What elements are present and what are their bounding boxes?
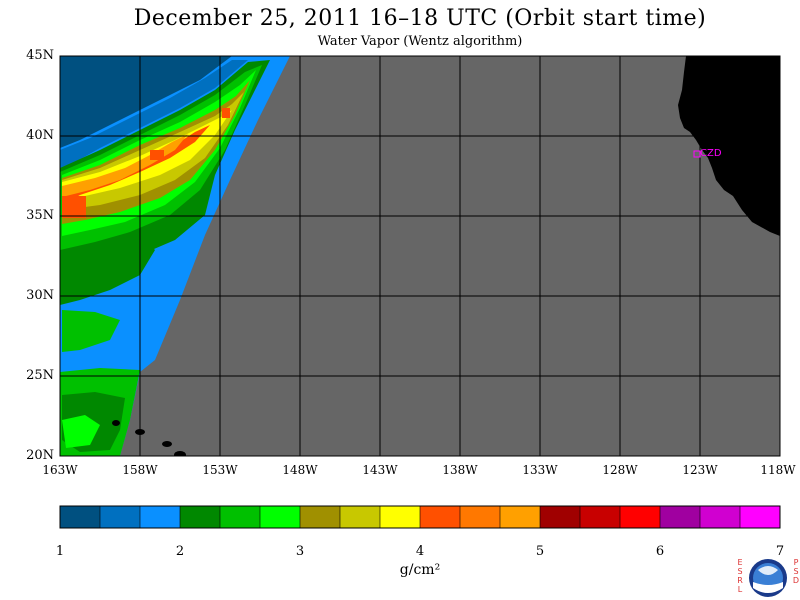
colorbar-swatch <box>580 506 621 528</box>
logo-letter: R <box>737 576 743 585</box>
logo-letter: L <box>737 585 743 594</box>
lon-label: 153W <box>202 463 238 477</box>
colorbar-swatch <box>460 506 501 528</box>
lon-label: 143W <box>362 463 398 477</box>
logo-letter: D <box>792 576 800 585</box>
colorbar <box>59 505 781 529</box>
lon-label: 133W <box>522 463 558 477</box>
swath-south-green-5 <box>62 415 100 448</box>
colorbar-swatch <box>500 506 541 528</box>
colorbar-tick-label: 7 <box>775 544 785 559</box>
map-frame <box>59 55 781 457</box>
colorbar-tick-label: 2 <box>175 544 185 559</box>
colorbar-swatch <box>260 506 301 528</box>
colorbar-swatch <box>740 506 781 528</box>
lon-label: 163W <box>42 463 78 477</box>
swath-hotspot <box>62 196 86 218</box>
colorbar-swatch <box>700 506 741 528</box>
lon-label: 158W <box>122 463 158 477</box>
swath-dark-blue <box>60 56 232 148</box>
swath-hotspot-2 <box>150 150 164 160</box>
lat-label: 20N <box>26 448 54 463</box>
colorbar-tick-label: 5 <box>535 544 545 559</box>
swath-orange <box>62 134 188 197</box>
island-kauai <box>112 420 120 426</box>
logo-letter: S <box>793 567 799 576</box>
lon-label: 148W <box>282 463 318 477</box>
colorbar-swatch <box>380 506 421 528</box>
colorbar-swatch <box>140 506 181 528</box>
logo-letter: S <box>737 567 743 576</box>
colorbar-swatch <box>100 506 141 528</box>
colorbar-swatch <box>420 506 461 528</box>
swath-mid-blue <box>60 60 248 170</box>
colorbar-swatch <box>540 506 581 528</box>
swath-hotspot-3 <box>222 108 230 118</box>
swath-south-green <box>60 235 155 305</box>
colorbar-swatch <box>300 506 341 528</box>
lat-label: 25N <box>26 368 54 383</box>
lon-label: 128W <box>602 463 638 477</box>
lat-label: 40N <box>26 128 54 143</box>
colorbar-units: g/cm² <box>399 562 441 578</box>
station-marker <box>693 150 701 158</box>
map-title: December 25, 2011 16–18 UTC (Orbit start… <box>133 6 707 31</box>
lon-label: 118W <box>760 463 796 477</box>
colorbar-swatch <box>220 506 261 528</box>
logo-letter: P <box>793 558 799 567</box>
logo-letter: E <box>737 558 743 567</box>
lat-label: 30N <box>26 288 54 303</box>
colorbar-swatch <box>60 506 101 528</box>
colorbar-tick-label: 3 <box>295 544 305 559</box>
colorbar-swatch <box>660 506 701 528</box>
swath-south-green-2 <box>62 310 120 352</box>
station-label: CZD <box>700 148 722 159</box>
colorbar-tick-label: 1 <box>55 544 65 559</box>
lat-label: 45N <box>26 48 54 63</box>
land-north-america <box>678 56 780 236</box>
lon-label: 123W <box>682 463 718 477</box>
noaa-emblem-icon <box>749 559 787 597</box>
lon-label: 138W <box>442 463 478 477</box>
island-maui <box>162 441 172 447</box>
island-hawaii <box>174 451 186 456</box>
map-subtitle: Water Vapor (Wentz algorithm) <box>317 34 523 49</box>
colorbar-swatch <box>180 506 221 528</box>
colorbar-swatch <box>340 506 381 528</box>
colorbar-tick-label: 6 <box>655 544 665 559</box>
lat-label: 35N <box>26 208 54 223</box>
colorbar-tick-label: 4 <box>415 544 425 559</box>
colorbar-swatch <box>620 506 661 528</box>
